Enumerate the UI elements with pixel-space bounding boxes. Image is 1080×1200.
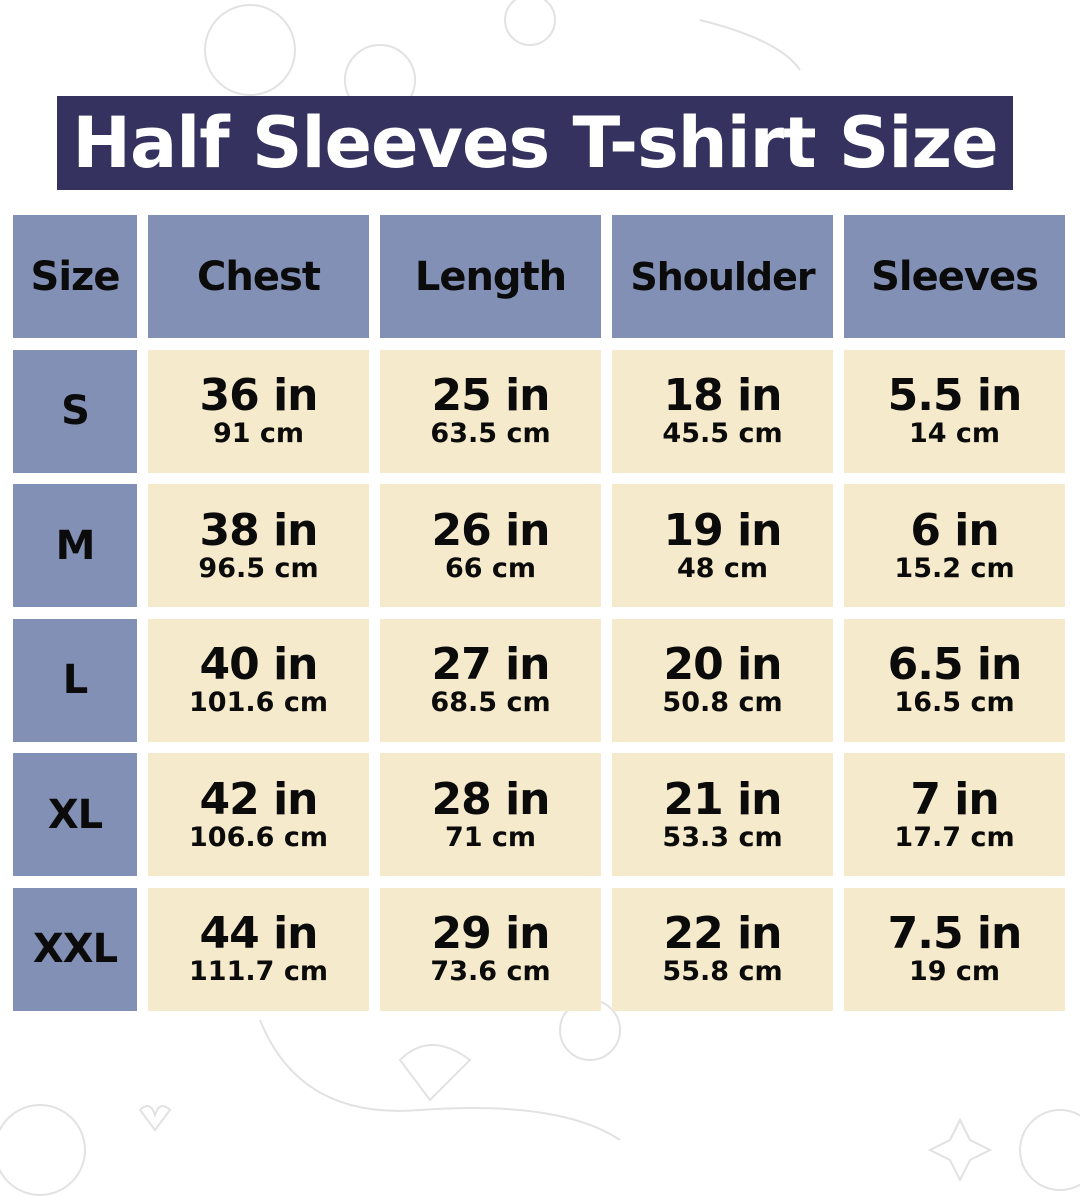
- inch-value: 6 in: [910, 504, 999, 556]
- table-cell: 20 in 50.8 cm: [612, 618, 833, 742]
- inch-value: 42 in: [199, 773, 319, 825]
- cm-value: 68.5 cm: [430, 687, 551, 718]
- inch-value: 26 in: [431, 504, 551, 556]
- column-header-shoulder: Shoulder: [612, 215, 833, 338]
- table-cell: 27 in 68.5 cm: [380, 618, 601, 742]
- table-cell: 29 in 73.6 cm: [380, 887, 601, 1011]
- size-table: Size Chest Length Shoulder Sleeves S 36 in 91 c…: [13, 215, 1065, 1011]
- page-title: Half Sleeves T-shirt Size: [57, 96, 1013, 190]
- cm-value: 17.7 cm: [894, 821, 1015, 853]
- inch-value: 7.5 in: [887, 908, 1023, 959]
- cm-value: 50.8 cm: [662, 687, 783, 718]
- cm-value: 106.6 cm: [189, 821, 328, 853]
- table-cell: 19 in 48 cm: [612, 484, 833, 607]
- cm-value: 111.7 cm: [189, 956, 328, 987]
- cm-value: 96.5 cm: [198, 552, 319, 584]
- cm-value: 14 cm: [908, 418, 1001, 449]
- table-cell: 5.5 in 14 cm: [844, 349, 1065, 473]
- cm-value: 91 cm: [212, 418, 305, 449]
- inch-value: 29 in: [431, 908, 551, 959]
- column-header-length: Length: [380, 215, 601, 338]
- cm-value: 16.5 cm: [894, 687, 1015, 718]
- inch-value: 28 in: [431, 773, 551, 825]
- inch-value: 7 in: [910, 773, 999, 825]
- inch-value: 20 in: [663, 639, 783, 690]
- cm-value: 19 cm: [908, 956, 1001, 987]
- cm-value: 66 cm: [444, 552, 537, 584]
- cm-value: 71 cm: [444, 821, 537, 853]
- table-cell: 7 in 17.7 cm: [844, 753, 1065, 876]
- table-cell: 21 in 53.3 cm: [612, 753, 833, 876]
- inch-value: 19 in: [663, 504, 783, 556]
- table-cell: 7.5 in 19 cm: [844, 887, 1065, 1011]
- size-label: L: [13, 618, 137, 742]
- table-cell: 44 in 111.7 cm: [148, 887, 369, 1011]
- inch-value: 21 in: [663, 773, 783, 825]
- table-cell: 40 in 101.6 cm: [148, 618, 369, 742]
- cm-value: 53.3 cm: [662, 821, 783, 853]
- table-cell: 25 in 63.5 cm: [380, 349, 601, 473]
- size-label: XL: [13, 753, 137, 876]
- column-header-sleeves: Sleeves: [844, 215, 1065, 338]
- inch-value: 38 in: [199, 504, 319, 556]
- table-cell: 6 in 15.2 cm: [844, 484, 1065, 607]
- column-header-chest: Chest: [148, 215, 369, 338]
- size-label: S: [13, 349, 137, 473]
- inch-value: 5.5 in: [887, 370, 1023, 421]
- cm-value: 73.6 cm: [430, 956, 551, 987]
- cm-value: 45.5 cm: [662, 418, 783, 449]
- inch-value: 25 in: [431, 370, 551, 421]
- inch-value: 18 in: [663, 370, 783, 421]
- table-cell: 22 in 55.8 cm: [612, 887, 833, 1011]
- size-label: M: [13, 484, 137, 607]
- inch-value: 36 in: [199, 370, 319, 421]
- cm-value: 55.8 cm: [662, 956, 783, 987]
- table-cell: 18 in 45.5 cm: [612, 349, 833, 473]
- inch-value: 22 in: [663, 908, 783, 959]
- column-header-size: Size: [13, 215, 137, 338]
- table-cell: 6.5 in 16.5 cm: [844, 618, 1065, 742]
- table-cell: 36 in 91 cm: [148, 349, 369, 473]
- inch-value: 44 in: [199, 908, 319, 959]
- cm-value: 101.6 cm: [189, 687, 328, 718]
- table-cell: 38 in 96.5 cm: [148, 484, 369, 607]
- cm-value: 48 cm: [676, 552, 769, 584]
- inch-value: 40 in: [199, 639, 319, 690]
- cm-value: 15.2 cm: [894, 552, 1015, 584]
- table-cell: 28 in 71 cm: [380, 753, 601, 876]
- cm-value: 63.5 cm: [430, 418, 551, 449]
- inch-value: 6.5 in: [887, 639, 1023, 690]
- size-label: XXL: [13, 887, 137, 1011]
- table-cell: 42 in 106.6 cm: [148, 753, 369, 876]
- table-cell: 26 in 66 cm: [380, 484, 601, 607]
- inch-value: 27 in: [431, 639, 551, 690]
